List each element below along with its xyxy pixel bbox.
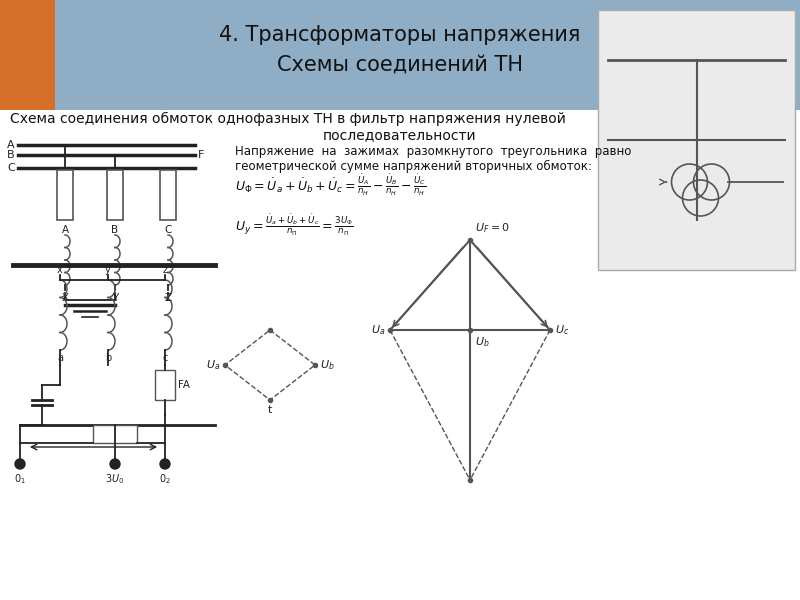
Text: B: B xyxy=(111,225,118,235)
Text: A: A xyxy=(62,225,69,235)
Text: $U_c$: $U_c$ xyxy=(555,323,570,337)
Bar xyxy=(598,10,795,270)
Text: последовательности: последовательности xyxy=(323,128,477,142)
Bar xyxy=(160,170,176,220)
Bar xyxy=(93,425,137,443)
Text: $U_{y} = \frac{\dot{U}_a + \dot{U}_b + \dot{U}_c}{n_{\Pi}} = \frac{3U_{\Phi}}{n_: $U_{y} = \frac{\dot{U}_a + \dot{U}_b + \… xyxy=(235,212,354,238)
Text: Напряжение  на  зажимах  разомкнутого  треугольника  равно: Напряжение на зажимах разомкнутого треуг… xyxy=(235,145,631,158)
Bar xyxy=(155,370,175,400)
Text: X: X xyxy=(62,293,69,303)
Circle shape xyxy=(160,459,170,469)
Text: FA: FA xyxy=(178,380,190,390)
Text: C: C xyxy=(7,163,15,173)
Text: 4. Трансформаторы напряжения: 4. Трансформаторы напряжения xyxy=(219,25,581,45)
Text: $U_F=0$: $U_F=0$ xyxy=(475,221,510,235)
Text: Схемы соединений ТН: Схемы соединений ТН xyxy=(277,55,523,75)
Text: F: F xyxy=(198,150,204,160)
Bar xyxy=(107,170,123,220)
Text: C: C xyxy=(164,225,172,235)
Bar xyxy=(57,170,73,220)
Text: b: b xyxy=(105,353,111,363)
Text: x: x xyxy=(57,265,63,275)
Text: $3U_0$: $3U_0$ xyxy=(106,472,125,486)
Text: $U_a$: $U_a$ xyxy=(370,323,385,337)
Text: $U_b$: $U_b$ xyxy=(475,335,490,349)
Bar xyxy=(0,0,800,110)
Text: $U_b$: $U_b$ xyxy=(320,358,334,372)
Circle shape xyxy=(15,459,25,469)
Text: t: t xyxy=(268,405,272,415)
Text: геометрической сумме напряжений вторичных обмоток:: геометрической сумме напряжений вторичны… xyxy=(235,160,592,173)
Text: $U_{\Phi} = \dot{U}_a + \dot{U}_b + \dot{U}_c = \frac{\dot{U}_A}{n_H} - \frac{\d: $U_{\Phi} = \dot{U}_a + \dot{U}_b + \dot… xyxy=(235,172,426,198)
Text: $0_1$: $0_1$ xyxy=(14,472,26,486)
Circle shape xyxy=(110,459,120,469)
Text: Y: Y xyxy=(112,293,118,303)
Text: $U_a$: $U_a$ xyxy=(206,358,220,372)
Text: z: z xyxy=(162,265,167,275)
Text: B: B xyxy=(7,150,15,160)
Text: y: y xyxy=(105,265,111,275)
Text: Схема соединения обмоток однофазных ТН в фильтр напряжения нулевой: Схема соединения обмоток однофазных ТН в… xyxy=(10,112,566,126)
Bar xyxy=(0,0,55,110)
Text: $0_2$: $0_2$ xyxy=(159,472,171,486)
Text: a: a xyxy=(57,353,63,363)
Text: c: c xyxy=(162,353,168,363)
Text: A: A xyxy=(7,140,15,150)
Text: Z: Z xyxy=(165,293,171,303)
